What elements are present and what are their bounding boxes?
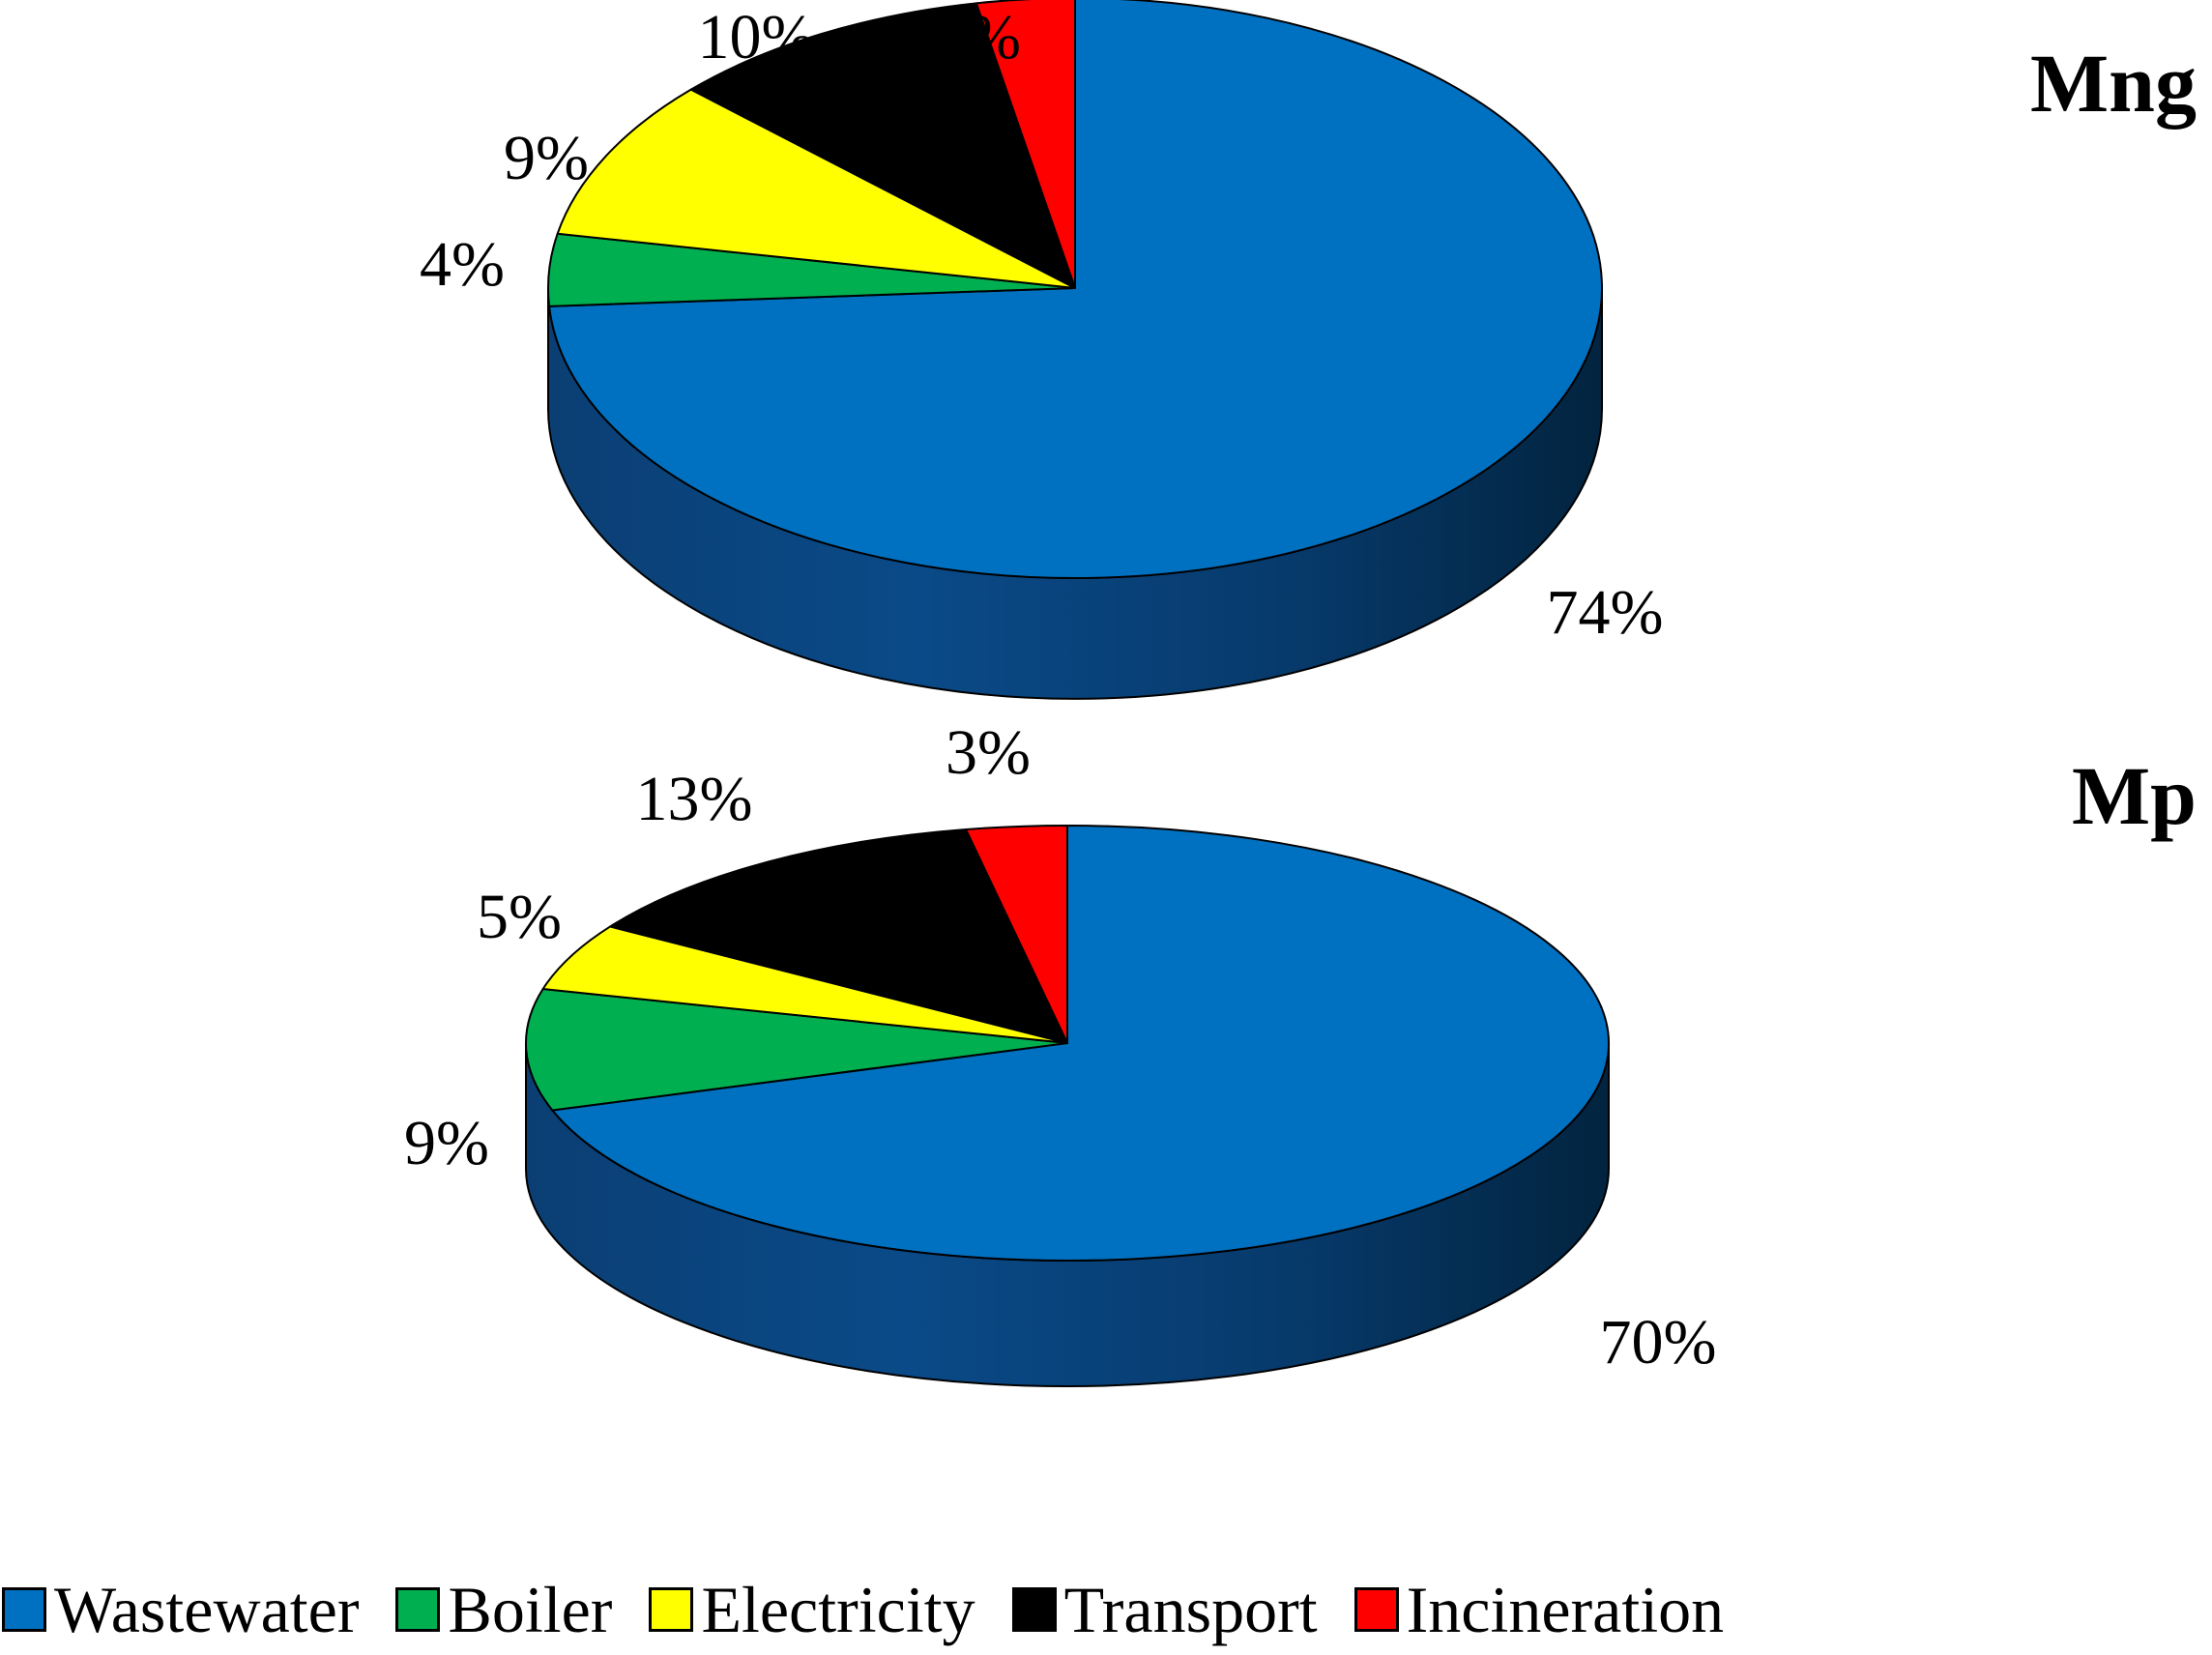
data-label-boiler: 4% [420, 229, 505, 300]
legend-swatch-incineration [1353, 1587, 1399, 1632]
legend-item-incineration: Incineration [1353, 1573, 1725, 1646]
legend-label-boiler: Boiler [448, 1573, 613, 1646]
legend-item-boiler: Boiler [395, 1577, 612, 1642]
chart-title-mp: Mp [2072, 749, 2197, 842]
data-label-wastewater: 70% [1600, 1307, 1717, 1378]
data-label-electricity: 5% [477, 882, 562, 952]
legend: Wastewater Boiler Electricity Transport … [0, 1566, 2212, 1653]
legend-label-wastewater: Wastewater [54, 1573, 360, 1646]
data-label-transport: 13% [636, 764, 753, 834]
legend-item-transport: Transport [1011, 1573, 1318, 1646]
pie-slice-boiler [525, 988, 1068, 1112]
data-label-wastewater: 74% [1547, 577, 1664, 648]
legend-swatch-boiler [395, 1587, 441, 1632]
legend-label-transport: Transport [1063, 1573, 1318, 1646]
legend-label-electricity: Electricity [701, 1573, 975, 1646]
chart-title-mng: Mng [2030, 37, 2197, 130]
pie-slice-electricity [541, 925, 1068, 1044]
pie-slice-transport [609, 828, 1068, 1044]
data-label-transport: 10% [698, 2, 815, 73]
pie-chart-mp: 70% 9% 5% 13% 3% Mp [404, 717, 2197, 1387]
legend-label-incineration: Incineration [1406, 1573, 1725, 1646]
legend-swatch-wastewater [2, 1587, 46, 1632]
data-label-incineration: 3% [936, 2, 1021, 73]
pie-slice-wastewater [551, 825, 1610, 1262]
pie-slice-wastewater [548, 0, 1603, 579]
legend-swatch-transport [1011, 1587, 1057, 1632]
chart-layer: 74% 4% 9% 10% 3% Mng 70% 9% 5% 13% 3% Mp [404, 0, 2197, 1387]
pie-slice-electricity [556, 88, 1076, 289]
legend-swatch-electricity [649, 1587, 694, 1632]
pie-slice-transport [689, 2, 1076, 289]
legend-item-electricity: Electricity [649, 1577, 975, 1642]
pie-chart-mng: 74% 4% 9% 10% 3% Mng [420, 0, 2197, 700]
data-label-electricity: 9% [504, 123, 589, 193]
legend-item-wastewater: Wastewater [2, 1577, 359, 1642]
pie-slice-incineration [965, 825, 1068, 1044]
data-label-boiler: 9% [404, 1108, 489, 1178]
pie-slice-incineration [975, 0, 1076, 289]
data-label-incineration: 3% [946, 717, 1031, 788]
